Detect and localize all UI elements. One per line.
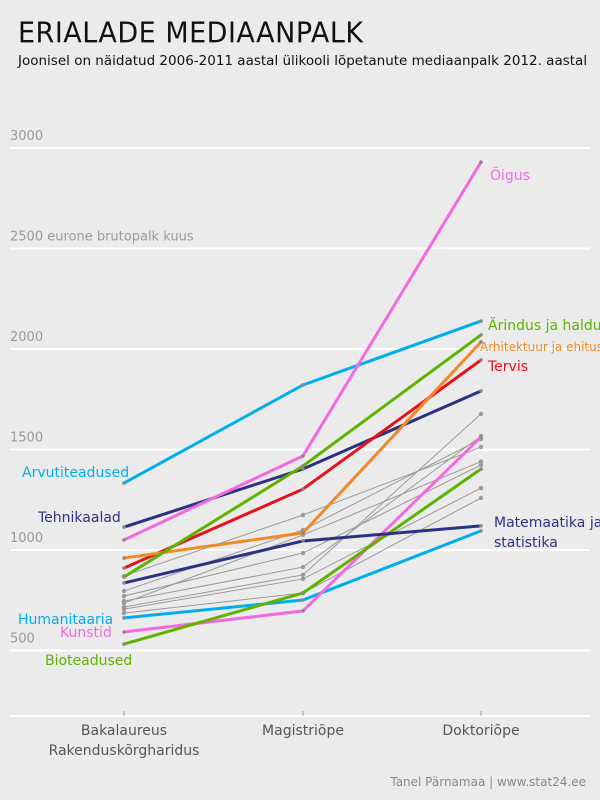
data-point <box>122 525 126 529</box>
y-tick-label: 3000 <box>10 129 43 144</box>
data-point <box>121 600 127 606</box>
data-point <box>122 642 126 646</box>
data-point <box>121 588 127 594</box>
data-point <box>301 539 305 543</box>
series-label: Arvutiteadused <box>22 465 129 481</box>
data-point <box>301 454 305 458</box>
data-point <box>300 512 306 518</box>
data-point <box>122 630 126 634</box>
data-point <box>301 591 305 595</box>
data-point <box>478 462 484 468</box>
data-point <box>478 444 484 450</box>
data-point <box>479 529 483 533</box>
data-point <box>121 610 127 616</box>
series-line <box>123 467 482 646</box>
chart-subtitle: Joonisel on näidatud 2006-2011 aastal ül… <box>18 53 588 69</box>
data-point <box>479 358 483 362</box>
data-point <box>478 411 484 417</box>
data-point <box>122 616 126 620</box>
data-point <box>121 593 127 599</box>
data-point <box>300 572 306 578</box>
series-label: statistika <box>494 535 558 551</box>
series-label: Bioteadused <box>45 653 132 669</box>
data-point <box>122 538 126 542</box>
data-point <box>478 485 484 491</box>
data-point <box>478 459 484 464</box>
y-tick-label: 1500 <box>10 431 43 446</box>
data-point <box>479 389 483 393</box>
footer-credit: Tanel Pärnamaa | www.stat24.ee <box>390 775 586 789</box>
x-tick-label: Bakalaureus <box>81 723 167 739</box>
data-point <box>479 524 483 528</box>
series-label: Tervis <box>487 359 528 375</box>
data-point <box>300 564 306 570</box>
data-point <box>122 566 126 570</box>
series-label: Kunstid <box>60 625 112 641</box>
data-point <box>479 435 483 439</box>
data-point <box>301 609 305 613</box>
y-axis-label: 2500 eurone brutopalk kuus <box>10 230 194 245</box>
data-point <box>479 160 483 164</box>
series-line <box>123 319 482 485</box>
data-point <box>479 467 483 471</box>
data-point <box>301 598 305 602</box>
chart-title: ERIALADE MEDIAANPALK <box>18 17 364 50</box>
data-point <box>301 487 305 491</box>
series-label: Humanitaaria <box>18 612 113 628</box>
data-point <box>478 495 484 501</box>
series-label: Tehnikaalad <box>37 510 121 526</box>
x-tick-label: Magistriõpe <box>262 723 344 739</box>
data-point <box>122 481 126 485</box>
data-point <box>479 333 483 337</box>
data-point <box>121 606 127 612</box>
series-label: Õigus <box>490 167 530 184</box>
x-tick-label: Doktoriõpe <box>442 723 519 739</box>
x-tick-label: Rakenduskõrgharidus <box>49 743 200 759</box>
data-point <box>300 550 306 556</box>
data-point <box>301 531 305 535</box>
series-label: Matemaatika ja <box>494 515 600 531</box>
series-label: Ärindus ja haldus <box>488 316 600 334</box>
data-point <box>300 576 306 582</box>
data-point <box>122 556 126 560</box>
series-label: Arhitektuur ja ehitus <box>480 340 600 354</box>
y-tick-label: 2000 <box>10 330 43 345</box>
data-point <box>479 319 483 323</box>
data-point <box>301 464 305 468</box>
y-tick-label: 500 <box>10 632 35 647</box>
y-tick-label: 1000 <box>10 531 43 546</box>
data-point <box>479 340 483 344</box>
data-point <box>122 575 126 579</box>
data-point <box>122 581 126 585</box>
data-point <box>301 383 305 387</box>
